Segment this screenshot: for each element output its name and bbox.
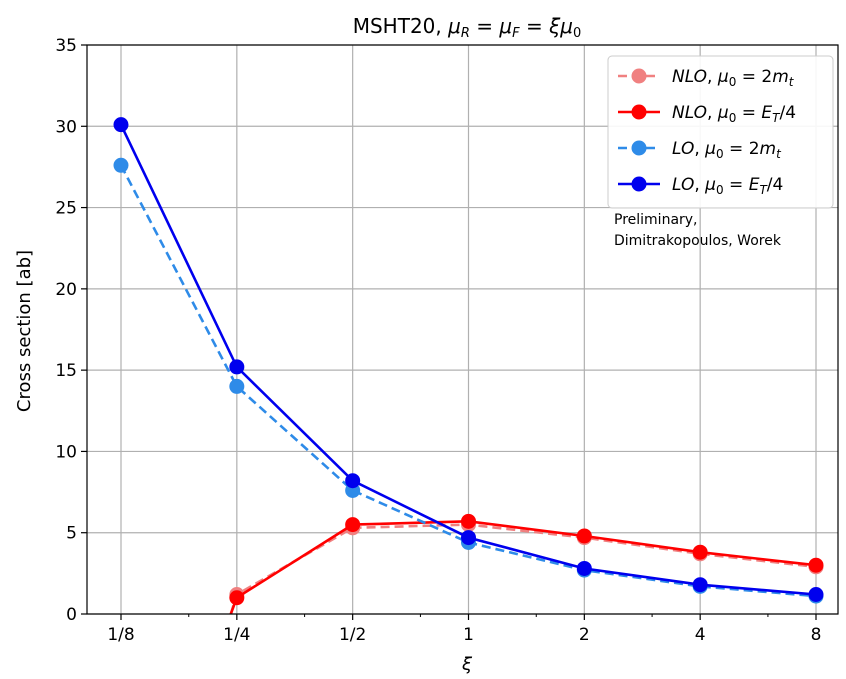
series-line [229, 519, 817, 614]
legend-swatch-marker [631, 68, 647, 84]
legend-label: LO, μ0 = 2mt [672, 139, 782, 161]
data-point [461, 513, 476, 529]
y-tick-label: 25 [55, 199, 77, 219]
legend-label: NLO, μ0 = 2mt [672, 67, 795, 89]
y-tick-label: 10 [55, 442, 77, 462]
x-tick-label: 4 [695, 625, 706, 645]
legend-label: NLO, μ0 = ET/4 [672, 103, 796, 125]
legend-entry: NLO, μ0 = 2mt [618, 67, 795, 89]
axes: 1/8 1/4 1/2 1 2 4 8 0 5 10 15 20 25 30 35 [55, 36, 839, 645]
data-point [345, 517, 361, 533]
legend-entry: LO, μ0 = 2mt [618, 139, 782, 161]
y-tick-label: 0 [66, 605, 77, 625]
y-axis-label: Cross section [ab] [14, 250, 35, 412]
legend-entry: LO, μ0 = ET/4 [618, 175, 783, 197]
data-point [808, 586, 824, 602]
legend-swatch-marker [631, 104, 647, 120]
data-point [692, 577, 708, 593]
series-4 [113, 117, 824, 602]
data-point [461, 530, 476, 546]
legend-swatch-marker [631, 140, 647, 156]
y-tick-label: 30 [55, 117, 77, 137]
series-line [229, 523, 817, 614]
x-tick-label: 1/2 [339, 625, 366, 645]
data-point [692, 544, 708, 560]
x-tick-label: 2 [579, 625, 590, 645]
data-point [229, 378, 245, 394]
data-point [229, 359, 245, 375]
y-tick-label: 20 [55, 280, 77, 300]
x-axis-label: ξ [461, 654, 473, 675]
annotation-line-2: Dimitrakopoulos, Worek [614, 233, 782, 249]
x-tick-label: 1 [463, 625, 474, 645]
series-1 [229, 517, 824, 614]
y-tick-label: 5 [66, 524, 77, 544]
legend-entry: NLO, μ0 = ET/4 [618, 103, 796, 125]
chart-title: MSHT20, μR = μF = ξμ0 [353, 14, 582, 41]
legend-box [607, 55, 834, 209]
plot-frame [86, 44, 839, 615]
series-2 [229, 513, 824, 614]
x-tick-label: 1/8 [107, 625, 134, 645]
annotation-line-1: Preliminary, [614, 212, 698, 228]
data-point [229, 590, 245, 606]
y-tick-label: 15 [55, 361, 77, 381]
legend-label: LO, μ0 = ET/4 [672, 175, 783, 197]
x-tick-label: 8 [811, 625, 822, 645]
data-point [113, 157, 129, 173]
data-point [345, 473, 361, 489]
series-layer [113, 117, 824, 614]
legend-swatch-marker [631, 176, 647, 192]
data-point [576, 528, 592, 544]
x-tick-label: 1/4 [223, 625, 250, 645]
data-point [808, 557, 824, 573]
data-point [576, 560, 592, 576]
data-point [113, 117, 129, 133]
legend: NLO, μ0 = 2mt NLO, μ0 = ET/4 LO, μ0 = 2mt L… [607, 55, 834, 209]
y-tick-label: 35 [55, 36, 77, 56]
